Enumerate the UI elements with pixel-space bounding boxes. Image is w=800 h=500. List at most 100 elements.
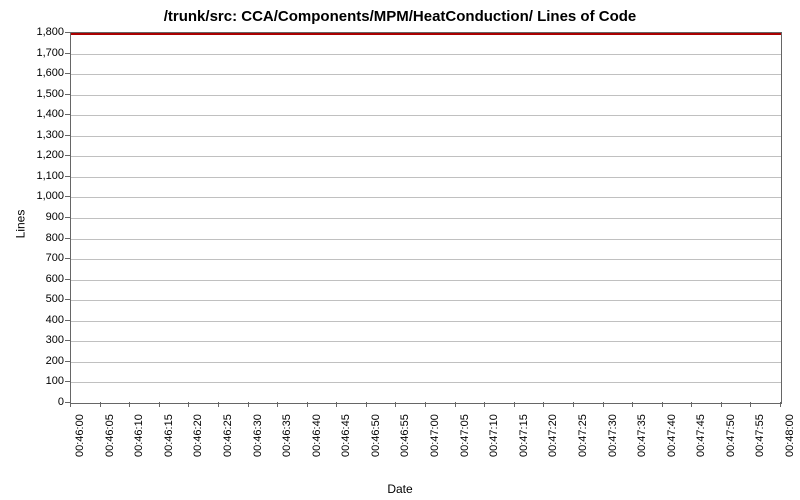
y-tick-mark (65, 53, 70, 54)
x-tick-mark (514, 402, 515, 407)
x-tick-mark (603, 402, 604, 407)
gridline (71, 197, 781, 198)
x-tick-label: 00:47:05 (459, 414, 471, 457)
y-tick-mark (65, 258, 70, 259)
x-tick-label: 00:46:05 (104, 414, 116, 457)
y-tick-label: 700 (46, 252, 64, 264)
y-tick-mark (65, 381, 70, 382)
gridline (71, 74, 781, 75)
y-tick-label: 1,200 (36, 149, 64, 161)
x-tick-label: 00:47:30 (607, 414, 619, 457)
x-tick-label: 00:46:00 (74, 414, 86, 457)
x-tick-label: 00:46:20 (192, 414, 204, 457)
x-tick-label: 00:46:30 (252, 414, 264, 457)
y-tick-label: 0 (58, 396, 64, 408)
x-tick-mark (70, 402, 71, 407)
x-tick-label: 00:46:55 (399, 414, 411, 457)
x-tick-mark (366, 402, 367, 407)
y-tick-mark (65, 320, 70, 321)
y-tick-label: 900 (46, 211, 64, 223)
y-tick-mark (65, 114, 70, 115)
y-tick-mark (65, 176, 70, 177)
x-tick-mark (662, 402, 663, 407)
x-tick-mark (780, 402, 781, 407)
x-tick-label: 00:47:35 (636, 414, 648, 457)
y-tick-mark (65, 238, 70, 239)
x-tick-label: 00:46:25 (222, 414, 234, 457)
x-tick-label: 00:47:50 (725, 414, 737, 457)
gridline (71, 54, 781, 55)
x-tick-mark (277, 402, 278, 407)
y-tick-label: 1,300 (36, 129, 64, 141)
y-tick-label: 500 (46, 293, 64, 305)
x-tick-mark (129, 402, 130, 407)
y-tick-mark (65, 340, 70, 341)
y-tick-label: 800 (46, 232, 64, 244)
y-tick-label: 1,400 (36, 108, 64, 120)
y-tick-mark (65, 299, 70, 300)
x-tick-mark (336, 402, 337, 407)
x-tick-mark (307, 402, 308, 407)
y-tick-label: 1,500 (36, 88, 64, 100)
x-tick-label: 00:47:10 (488, 414, 500, 457)
x-tick-label: 00:46:40 (311, 414, 323, 457)
x-tick-mark (425, 402, 426, 407)
y-tick-label: 1,700 (36, 47, 64, 59)
gridline (71, 136, 781, 137)
gridline (71, 300, 781, 301)
x-tick-label: 00:47:45 (695, 414, 707, 457)
x-tick-mark (159, 402, 160, 407)
y-tick-label: 1,100 (36, 170, 64, 182)
gridline (71, 341, 781, 342)
x-axis-label: Date (0, 482, 800, 496)
gridline (71, 259, 781, 260)
y-tick-mark (65, 279, 70, 280)
gridline (71, 218, 781, 219)
x-tick-mark (750, 402, 751, 407)
y-tick-mark (65, 73, 70, 74)
x-tick-label: 00:46:45 (340, 414, 352, 457)
x-tick-label: 00:47:20 (547, 414, 559, 457)
y-tick-label: 1,600 (36, 67, 64, 79)
x-tick-label: 00:46:10 (133, 414, 145, 457)
x-tick-label: 00:48:00 (784, 414, 796, 457)
x-tick-mark (100, 402, 101, 407)
x-tick-mark (632, 402, 633, 407)
x-tick-mark (484, 402, 485, 407)
y-tick-label: 400 (46, 314, 64, 326)
chart-container: /trunk/src: CCA/Components/MPM/HeatCondu… (0, 0, 800, 500)
x-tick-label: 00:46:15 (163, 414, 175, 457)
y-tick-label: 600 (46, 273, 64, 285)
y-tick-label: 1,800 (36, 26, 64, 38)
x-tick-label: 00:47:15 (518, 414, 530, 457)
y-tick-mark (65, 196, 70, 197)
gridline (71, 239, 781, 240)
y-tick-mark (65, 217, 70, 218)
x-tick-label: 00:46:35 (281, 414, 293, 457)
x-tick-label: 00:47:40 (666, 414, 678, 457)
gridline (71, 362, 781, 363)
x-tick-mark (218, 402, 219, 407)
data-series-line (71, 33, 781, 35)
x-tick-mark (455, 402, 456, 407)
x-tick-label: 00:47:55 (754, 414, 766, 457)
x-tick-mark (721, 402, 722, 407)
y-tick-label: 200 (46, 355, 64, 367)
x-tick-label: 00:47:00 (429, 414, 441, 457)
gridline (71, 115, 781, 116)
gridline (71, 280, 781, 281)
gridline (71, 156, 781, 157)
y-axis-label: Lines (13, 210, 27, 239)
x-tick-mark (395, 402, 396, 407)
x-tick-label: 00:46:50 (370, 414, 382, 457)
x-tick-mark (573, 402, 574, 407)
y-tick-mark (65, 32, 70, 33)
y-tick-label: 100 (46, 375, 64, 387)
y-tick-mark (65, 135, 70, 136)
x-tick-mark (188, 402, 189, 407)
chart-title: /trunk/src: CCA/Components/MPM/HeatCondu… (0, 0, 800, 25)
x-tick-mark (248, 402, 249, 407)
x-tick-mark (691, 402, 692, 407)
gridline (71, 177, 781, 178)
x-tick-mark (543, 402, 544, 407)
